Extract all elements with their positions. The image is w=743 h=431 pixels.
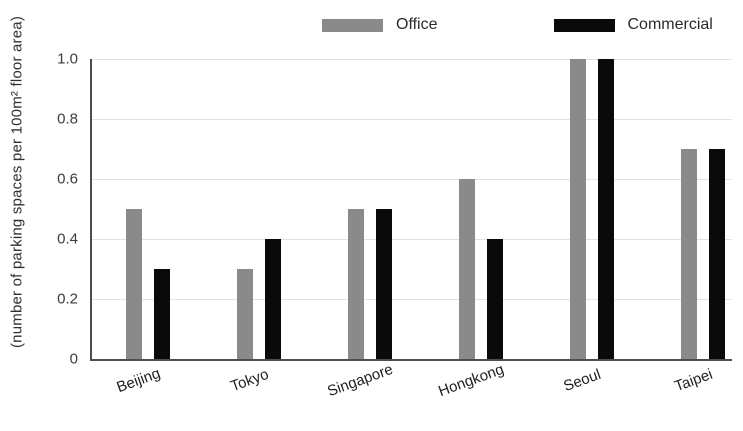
bar-groups [92, 59, 743, 359]
bar-group-taipei [647, 59, 743, 359]
legend-swatch-office [322, 18, 383, 32]
y-axis-line [90, 59, 92, 361]
y-tick-label-0.2: 0.2 [57, 290, 78, 308]
x-tick-label-beijing: Beijing [114, 364, 163, 397]
legend-label-commercial: Commercial [627, 16, 713, 33]
legend-item-commercial: Commercial [553, 16, 713, 34]
x-tick-cell-seoul: Seoul [536, 366, 647, 426]
bar-office-beijing [125, 209, 142, 359]
x-tick-cell-hongkong: Hongkong [425, 361, 536, 426]
bar-office-taipei [680, 149, 697, 359]
x-axis-line [90, 359, 732, 361]
bar-group-singapore [314, 59, 425, 359]
y-tick-label-1.0: 1.0 [57, 50, 78, 68]
bar-commercial-tokyo [264, 239, 281, 359]
y-tick-label-0.4: 0.4 [57, 230, 78, 248]
bar-commercial-seoul [597, 59, 614, 359]
y-axis-title: (number of parking spaces per 100m² floo… [8, 15, 26, 349]
legend: Office Commercial [322, 16, 713, 34]
x-tick-labels: Beijing Tokyo Singapore Hongkong Seoul Taipei [92, 361, 743, 426]
x-tick-label-taipei: Taipei [672, 365, 715, 396]
grid-line-1.0 [92, 59, 732, 60]
x-tick-cell-tokyo: Tokyo [203, 366, 314, 426]
bar-group-hongkong [425, 59, 536, 359]
bar-group-seoul [536, 59, 647, 359]
bar-office-seoul [569, 59, 586, 359]
x-tick-label-singapore: Singapore [325, 360, 396, 401]
bar-commercial-singapore [375, 209, 392, 359]
y-tick-label-0.8: 0.8 [57, 110, 78, 128]
bar-group-tokyo [203, 59, 314, 359]
x-tick-label-seoul: Seoul [561, 365, 604, 396]
x-tick-cell-beijing: Beijing [92, 364, 203, 426]
plot-area [90, 59, 732, 361]
grid-line-0.4 [92, 239, 732, 240]
bar-office-tokyo [236, 269, 253, 359]
legend-item-office: Office [322, 16, 438, 34]
bar-office-singapore [347, 209, 364, 359]
y-tick-label-0: 0 [69, 350, 78, 368]
x-tick-cell-singapore: Singapore [314, 361, 425, 426]
bar-commercial-hongkong [486, 239, 503, 359]
legend-label-office: Office [396, 16, 438, 33]
grid-line-0.2 [92, 299, 732, 300]
bar-commercial-beijing [153, 269, 170, 359]
bar-group-beijing [92, 59, 203, 359]
x-tick-label-tokyo: Tokyo [228, 365, 271, 396]
y-tick-label-0.6: 0.6 [57, 170, 78, 188]
bar-office-hongkong [458, 179, 475, 359]
legend-swatch-commercial [553, 18, 615, 32]
x-tick-label-hongkong: Hongkong [436, 360, 507, 401]
x-tick-cell-taipei: Taipei [647, 366, 743, 426]
grid-line-0.6 [92, 179, 732, 180]
bar-commercial-taipei [708, 149, 725, 359]
grid-line-0.8 [92, 119, 732, 120]
